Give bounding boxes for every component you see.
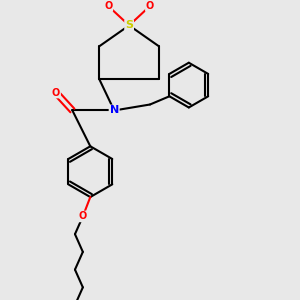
Text: O: O xyxy=(104,1,112,11)
Text: N: N xyxy=(110,106,119,116)
Text: S: S xyxy=(125,20,133,30)
Text: O: O xyxy=(52,88,60,98)
Text: O: O xyxy=(146,1,154,11)
Text: O: O xyxy=(79,212,87,221)
